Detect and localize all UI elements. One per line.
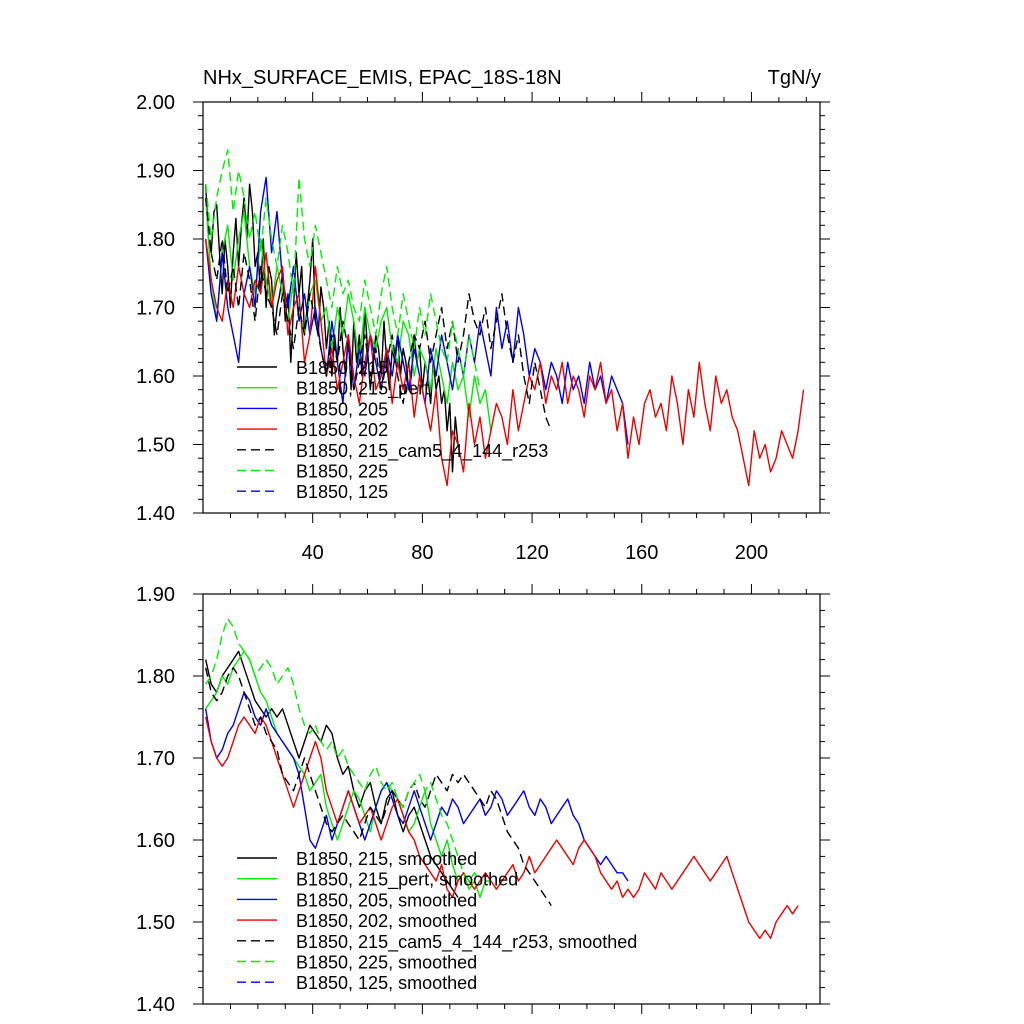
top-legend-label: B1850, 125 — [296, 482, 388, 502]
top-legend-label: B1850, 225 — [296, 462, 388, 482]
top-series-line-4 — [205, 197, 552, 432]
bottom-plot-frame — [202, 593, 821, 1005]
bottom-legend-label: B1850, 125, smoothed — [296, 973, 477, 993]
bottom-ytick-label: 1.90 — [136, 584, 175, 606]
chart-title: NHx_SURFACE_EMIS, EPAC_18S-18N — [203, 67, 562, 89]
top-ytick-label: 1.50 — [136, 435, 175, 457]
top-ytick-label: 2.00 — [136, 92, 175, 114]
top-ytick-label: 1.60 — [136, 366, 175, 388]
bottom-ytick-label: 1.70 — [136, 748, 175, 770]
top-xtick-label: 200 — [735, 542, 768, 564]
top-ytick-label: 1.90 — [136, 161, 175, 183]
top-ytick-label: 1.70 — [136, 298, 175, 320]
bottom-series-lines — [205, 617, 799, 940]
units-label: TgN/y — [768, 67, 821, 89]
top-legend-label: B1850, 215_cam5_4_144_r253 — [296, 441, 548, 462]
top-panel: NHx_SURFACE_EMIS, EPAC_18S-18N TgN/y 1.4… — [136, 67, 830, 564]
top-xtick-label: 120 — [515, 542, 548, 564]
top-legend-label: B1850, 202 — [296, 420, 388, 440]
bottom-legend-label: B1850, 215_cam5_4_144_r253, smoothed — [296, 932, 637, 953]
bottom-ytick-label: 1.50 — [136, 912, 175, 934]
top-axis-ticks: 1.40 1.50 1.60 1.70 1.80 1.90 2.00 40 80 120 160 20… — [136, 92, 830, 564]
bottom-legend-label: B1850, 205, smoothed — [296, 890, 477, 910]
bottom-legend-label: B1850, 215, smoothed — [296, 849, 477, 869]
top-xtick-label: 80 — [411, 542, 433, 564]
top-xtick-label: 40 — [302, 542, 324, 564]
top-series-line-1 — [205, 197, 492, 431]
top-ytick-label: 1.40 — [136, 503, 175, 525]
bottom-legend-label: B1850, 215_pert, smoothed — [296, 870, 518, 891]
top-series-line-3 — [205, 238, 805, 487]
bottom-series-line-3 — [205, 716, 799, 940]
bottom-legend-label: B1850, 202, smoothed — [296, 911, 477, 931]
bottom-axis-ticks: 1.40 1.50 1.60 1.70 1.80 1.90 — [136, 584, 830, 1016]
bottom-ytick-label: 1.40 — [136, 994, 175, 1016]
bottom-panel: 1.40 1.50 1.60 1.70 1.80 1.90 B1850, 215, smo… — [136, 584, 830, 1016]
bottom-legend-label: B1850, 225, smoothed — [296, 953, 477, 973]
bottom-series-line-5 — [205, 617, 481, 882]
top-legend-label: B1850, 205 — [296, 399, 388, 419]
bottom-ytick-label: 1.80 — [136, 666, 175, 688]
top-series-line-5 — [205, 149, 481, 390]
top-legend-label: B1850, 215 — [296, 358, 388, 378]
bottom-series-line-2 — [205, 691, 629, 882]
bottom-ytick-label: 1.60 — [136, 830, 175, 852]
bottom-series-line-4 — [205, 667, 552, 906]
top-legend-label: B1850, 215_pert — [296, 379, 429, 400]
top-series-line-2 — [205, 176, 629, 445]
bottom-series-line-0 — [205, 650, 459, 898]
top-series-lines — [205, 149, 805, 487]
top-xtick-label: 160 — [625, 542, 658, 564]
top-ytick-label: 1.80 — [136, 229, 175, 251]
